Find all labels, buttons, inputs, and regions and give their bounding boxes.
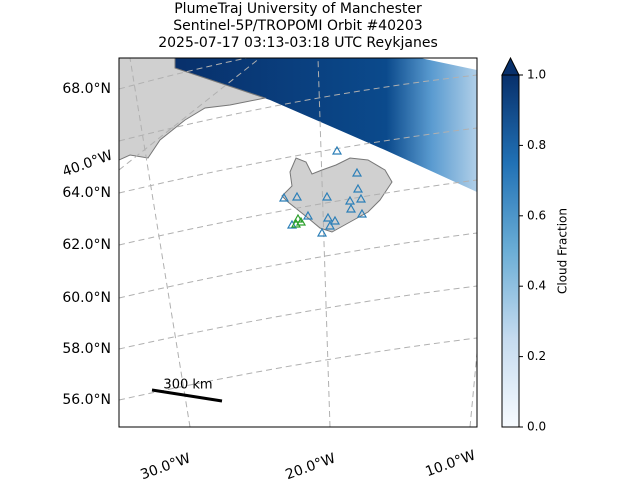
title-line: Sentinel-5P/TROPOMI Orbit #40203 [173,18,422,34]
lat-label: 68.0°N [62,81,111,97]
lat-label: 62.0°N [62,237,111,253]
lat-label: 60.0°N [62,290,111,306]
lat-label: 56.0°N [62,392,111,408]
lon-grid [317,58,331,427]
lon-label: 10.0°W [423,447,477,480]
scale-label: 300 km [163,378,212,393]
colorbar-tick-label: 0.4 [527,279,546,293]
lat-label: 64.0°N [62,185,111,201]
title-line: PlumeTraj University of Manchester [174,1,422,17]
colorbar-tick-label: 0.8 [527,138,546,152]
lon-grid [129,58,191,427]
colorbar-label: Cloud Fraction [556,208,570,294]
colorbar-tick-label: 0.6 [527,208,546,222]
satellite-swath [175,58,477,192]
lon-grid [469,347,477,427]
scale-bar [151,388,223,403]
lon-grid [119,58,261,171]
lat-grid [119,179,477,246]
lat-grid [119,232,477,299]
lon-label: 40.0°W [60,147,114,180]
map-frame [118,57,478,428]
colorbar-tick-label: 0.0 [527,420,546,434]
title-line: 2025-07-17 03:13-03:18 UTC Reykjanes [158,35,438,51]
colorbar-tick-label: 1.0 [527,68,546,82]
volcano-markers [278,145,368,237]
lat-grid [119,74,477,142]
lon-label: 30.0°W [138,450,192,480]
lat-grid [119,285,477,350]
lat-grid [119,127,477,194]
colorbar [501,74,520,428]
map-area: 300 km [119,58,477,427]
greenland [119,58,267,161]
lat-label: 58.0°N [62,341,111,357]
lat-grid [119,337,477,401]
colorbar-tick-label: 0.2 [527,349,546,363]
colorbar-extend [501,56,520,76]
lon-label: 20.0°W [283,450,337,480]
